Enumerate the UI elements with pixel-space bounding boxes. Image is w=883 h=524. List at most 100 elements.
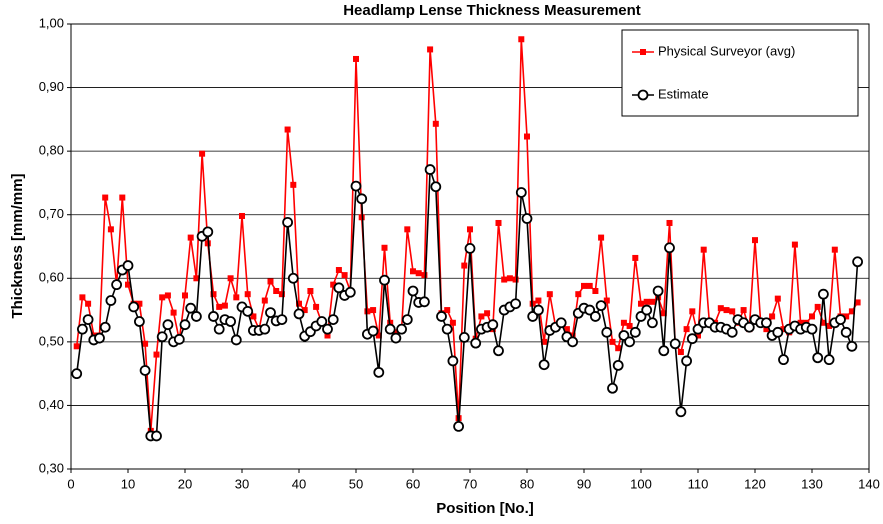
x-tick-label: 60 [406, 476, 420, 491]
point [843, 313, 850, 320]
point [812, 352, 824, 364]
point [515, 187, 527, 198]
x-tick-label: 40 [292, 476, 306, 491]
point [506, 275, 513, 282]
point [743, 321, 755, 333]
point [774, 295, 781, 302]
point [102, 194, 109, 201]
point [225, 316, 237, 327]
point [447, 355, 459, 367]
point [133, 316, 145, 327]
point [681, 355, 692, 367]
point [772, 326, 784, 338]
point [524, 133, 530, 140]
point [125, 281, 131, 288]
point [470, 337, 482, 349]
point [729, 308, 736, 315]
point [569, 332, 576, 339]
point [521, 213, 533, 224]
point [695, 332, 701, 339]
point [478, 313, 485, 320]
point [296, 300, 302, 307]
y-tick-label: 0,60 [39, 270, 64, 285]
point [333, 282, 345, 294]
point [831, 246, 838, 253]
point [111, 279, 122, 291]
point [418, 296, 430, 308]
point [322, 323, 333, 335]
point [381, 244, 388, 251]
x-tick-label: 120 [744, 476, 766, 491]
point [780, 326, 787, 333]
point [510, 298, 521, 310]
point [590, 311, 601, 322]
point [373, 366, 385, 378]
point [615, 345, 622, 352]
y-tick-label: 0,30 [39, 460, 64, 475]
point [82, 314, 94, 326]
point [265, 307, 276, 319]
point [601, 326, 613, 338]
x-tick-label: 30 [235, 476, 249, 491]
y-tick-label: 0,80 [39, 143, 64, 158]
point [287, 272, 299, 284]
point [193, 275, 200, 282]
point [752, 237, 758, 244]
point [370, 307, 377, 314]
legend-label: Estimate [658, 86, 709, 101]
point [162, 319, 174, 331]
point [242, 305, 254, 317]
point [669, 338, 681, 350]
y-tick-label: 0,90 [39, 79, 64, 94]
point [740, 307, 747, 314]
y-tick-label: 0,40 [39, 397, 64, 412]
point [313, 303, 320, 310]
x-tick-label: 110 [688, 476, 709, 491]
point [461, 262, 468, 269]
point [190, 311, 202, 322]
point [259, 323, 271, 335]
point [210, 291, 217, 298]
point [128, 301, 140, 313]
point [806, 323, 818, 335]
point [592, 288, 599, 294]
point [379, 274, 390, 286]
y-axis-label: Thickness [mm/mm] [9, 173, 26, 318]
legend-marker [640, 49, 646, 55]
point [278, 291, 285, 298]
point [415, 270, 422, 277]
point [153, 351, 160, 358]
point [823, 354, 835, 366]
point [170, 309, 177, 316]
point [410, 268, 416, 275]
point [626, 322, 633, 329]
point [350, 180, 362, 192]
point [464, 243, 476, 254]
point [649, 298, 656, 305]
point [586, 282, 593, 289]
point [677, 349, 684, 356]
point [119, 194, 126, 201]
point [71, 368, 83, 380]
point [689, 308, 696, 315]
point [392, 329, 399, 336]
point [424, 164, 436, 175]
point [658, 345, 670, 357]
x-tick-label: 10 [121, 476, 135, 491]
x-tick-label: 130 [801, 476, 823, 491]
point [179, 319, 191, 331]
point [449, 319, 456, 326]
point [820, 319, 827, 326]
point [330, 281, 337, 288]
point [105, 295, 117, 306]
point [717, 305, 724, 312]
point [122, 260, 134, 271]
point [620, 319, 627, 326]
point [683, 326, 690, 333]
point [404, 226, 411, 233]
point [641, 304, 653, 316]
point [643, 298, 650, 305]
point [353, 55, 359, 62]
point [598, 234, 605, 241]
point [826, 322, 833, 329]
